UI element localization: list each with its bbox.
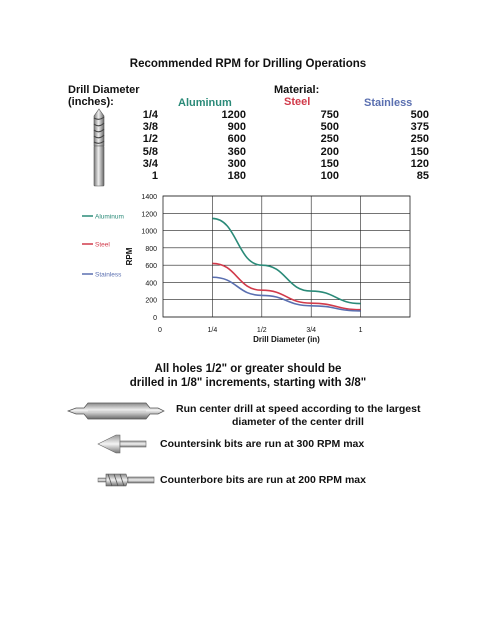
table-cell-stainless: 150 — [410, 145, 429, 158]
table-cell-steel: 750 — [320, 109, 339, 121]
x-tick-label: 3/4 — [306, 327, 316, 334]
table-cell-stainless: 375 — [410, 121, 429, 134]
steel-header: Steel — [284, 96, 311, 108]
increment-note-line1: All holes 1/2" or greater should be — [154, 363, 342, 375]
y-tick-label: 600 — [145, 263, 157, 270]
y-tick-label: 1400 — [141, 194, 157, 201]
series-line-aluminum — [212, 217, 361, 305]
table-cell-steel: 500 — [320, 121, 339, 134]
drill-bit-icon — [93, 108, 105, 187]
y-tick-label: 400 — [145, 280, 157, 287]
table-cell-steel: 200 — [320, 145, 339, 158]
series-line-stainless — [212, 276, 361, 312]
counterbore-text: Counterbore bits are run at 200 RPM max — [160, 474, 366, 486]
y-tick-label: 1200 — [141, 211, 157, 218]
aluminum-header: Aluminum — [178, 97, 232, 109]
table-cell-aluminum: 180 — [227, 170, 246, 182]
table-cell-stainless: 250 — [410, 133, 429, 146]
x-tick-label: 0 — [158, 327, 162, 334]
page-title: Recommended RPM for Drilling Operations — [129, 58, 367, 70]
stainless-header: Stainless — [364, 97, 413, 109]
table-cell-aluminum: 600 — [227, 133, 246, 146]
table-cell-diameter: 3/4 — [142, 157, 158, 170]
table-cell-aluminum: 360 — [227, 145, 246, 158]
series-line-steel — [212, 262, 361, 311]
counterbore-bit-icon — [97, 473, 155, 487]
legend-label-steel: Steel — [95, 242, 110, 249]
countersink-text: Countersink bits are run at 300 RPM max — [160, 438, 365, 450]
table-cell-diameter: 1/4 — [142, 109, 158, 121]
table-cell-steel: 250 — [320, 133, 339, 146]
center-drill-text-line2: diameter of the center drill — [232, 416, 364, 428]
table-cell-stainless: 85 — [416, 170, 429, 182]
y-tick-label: 0 — [153, 315, 157, 322]
material-header: Material: — [274, 84, 320, 96]
table-cell-stainless: 500 — [410, 109, 429, 121]
center-drill-icon — [67, 402, 165, 420]
y-tick-label: 800 — [145, 246, 157, 253]
table-cell-diameter: 5/8 — [142, 145, 158, 158]
center-drill-text-line1: Run center drill at speed according to t… — [176, 403, 421, 415]
x-axis-label: Drill Diameter (in) — [253, 335, 320, 344]
x-tick-label: 1 — [359, 327, 363, 334]
table-cell-diameter: 3/8 — [142, 121, 158, 134]
diameter-header-unit: (inches): — [68, 96, 114, 108]
table-cell-aluminum: 900 — [227, 121, 246, 134]
x-tick-label: 1/4 — [208, 327, 218, 334]
plot-frame — [162, 195, 411, 318]
y-tick-label: 1000 — [141, 229, 157, 236]
y-axis-label: RPM — [125, 247, 134, 265]
table-cell-steel: 100 — [320, 170, 339, 182]
diameter-header: Drill Diameter — [68, 84, 140, 96]
table-cell-diameter: 1/2 — [142, 133, 158, 146]
legend-label-aluminum: Aluminum — [95, 214, 124, 221]
increment-note-line2: drilled in 1/8" increments, starting wit… — [129, 377, 367, 389]
countersink-bit-icon — [97, 434, 147, 454]
legend-label-stainless: Stainless — [95, 272, 122, 279]
x-tick-label: 1/2 — [257, 327, 267, 334]
table-cell-diameter: 1 — [151, 170, 158, 182]
table-cell-steel: 150 — [320, 157, 339, 170]
table-cell-aluminum: 1200 — [221, 109, 246, 121]
table-cell-stainless: 120 — [410, 157, 429, 170]
y-tick-label: 200 — [145, 298, 157, 305]
table-cell-aluminum: 300 — [227, 157, 246, 170]
